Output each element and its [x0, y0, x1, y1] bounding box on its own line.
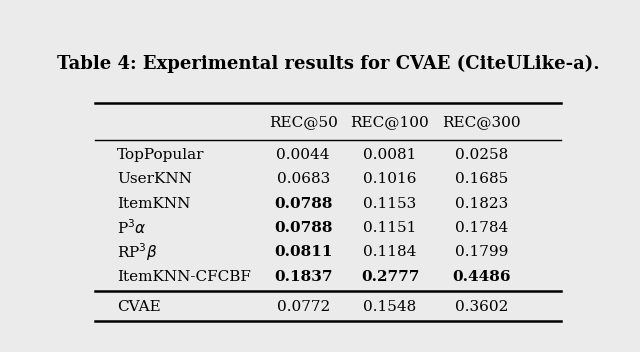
Text: REC@300: REC@300 — [442, 115, 521, 129]
Text: 0.1799: 0.1799 — [455, 245, 508, 259]
Text: REC@50: REC@50 — [269, 115, 338, 129]
Text: 0.1685: 0.1685 — [455, 172, 508, 186]
Text: UserKNN: UserKNN — [117, 172, 192, 186]
Text: 0.1784: 0.1784 — [455, 221, 508, 235]
Text: 0.0772: 0.0772 — [276, 300, 330, 314]
Text: 0.0683: 0.0683 — [276, 172, 330, 186]
Text: 0.1548: 0.1548 — [364, 300, 417, 314]
Text: 0.1184: 0.1184 — [364, 245, 417, 259]
Text: 0.0788: 0.0788 — [274, 196, 332, 210]
Text: 0.0044: 0.0044 — [276, 148, 330, 162]
Text: 0.1823: 0.1823 — [455, 196, 508, 210]
Text: Table 4: Experimental results for CVAE (CiteULike-a).: Table 4: Experimental results for CVAE (… — [57, 55, 599, 73]
Text: 0.1016: 0.1016 — [364, 172, 417, 186]
Text: 0.0258: 0.0258 — [455, 148, 508, 162]
Text: 0.1153: 0.1153 — [364, 196, 417, 210]
Text: 0.0811: 0.0811 — [274, 245, 332, 259]
Text: 0.2777: 0.2777 — [361, 270, 419, 284]
Text: 0.0081: 0.0081 — [364, 148, 417, 162]
Text: REC@100: REC@100 — [351, 115, 429, 129]
Text: 0.1151: 0.1151 — [364, 221, 417, 235]
Text: 0.0788: 0.0788 — [274, 221, 332, 235]
Text: 0.3602: 0.3602 — [455, 300, 508, 314]
Text: ItemKNN-CFCBF: ItemKNN-CFCBF — [117, 270, 251, 284]
Text: ItemKNN: ItemKNN — [117, 196, 191, 210]
Text: TopPopular: TopPopular — [117, 148, 205, 162]
Text: 0.4486: 0.4486 — [452, 270, 511, 284]
Text: CVAE: CVAE — [117, 300, 161, 314]
Text: P$^3\alpha$: P$^3\alpha$ — [117, 219, 147, 237]
Text: RP$^3\beta$: RP$^3\beta$ — [117, 241, 157, 263]
Text: 0.1837: 0.1837 — [274, 270, 332, 284]
